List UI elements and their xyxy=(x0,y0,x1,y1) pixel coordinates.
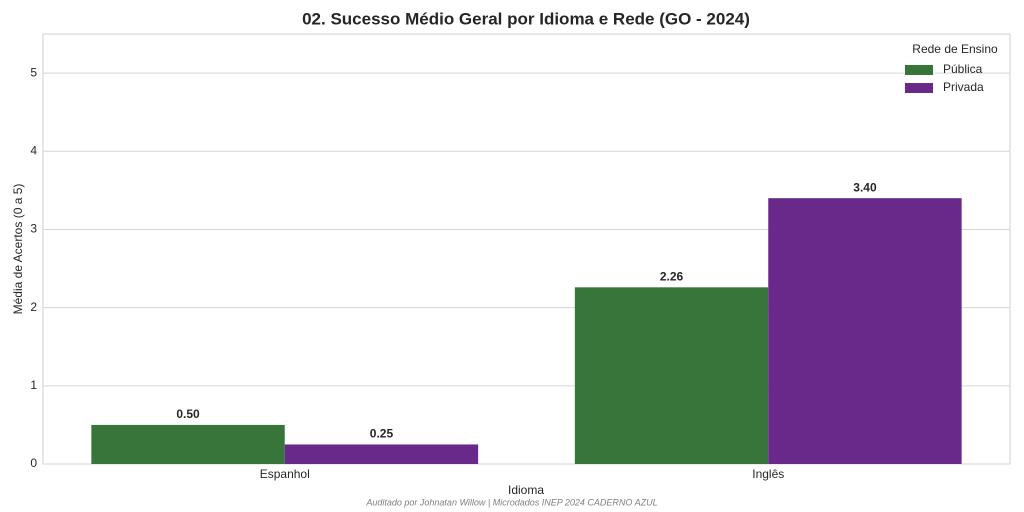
y-tick-label: 2 xyxy=(30,300,37,314)
legend-label: Pública xyxy=(943,62,983,76)
x-axis-label: Idioma xyxy=(508,483,544,497)
legend-swatch xyxy=(905,65,933,75)
chart-title: 02. Sucesso Médio Geral por Idioma e Red… xyxy=(302,9,750,28)
y-tick-label: 0 xyxy=(30,456,37,470)
bar xyxy=(574,287,769,464)
legend-label: Privada xyxy=(943,80,984,94)
bar xyxy=(91,424,285,464)
y-axis-label: Média de Acertos (0 a 5) xyxy=(11,184,25,315)
bar xyxy=(284,444,479,464)
legend-title: Rede de Ensino xyxy=(912,42,998,56)
x-tick-label: Espanhol xyxy=(260,467,310,481)
y-tick-label: 4 xyxy=(30,143,37,157)
y-tick-label: 5 xyxy=(30,65,37,79)
value-label: 3.40 xyxy=(853,180,877,194)
x-tick-label: Inglês xyxy=(752,467,784,481)
value-label: 0.25 xyxy=(370,427,394,441)
value-label: 0.50 xyxy=(176,407,200,421)
footer-note: Auditado por Johnatan Willow | Microdado… xyxy=(365,497,657,507)
value-label: 2.26 xyxy=(660,269,684,283)
bar xyxy=(768,198,962,464)
y-tick-label: 3 xyxy=(30,222,37,236)
legend-swatch xyxy=(905,83,933,93)
y-tick-label: 1 xyxy=(30,378,37,392)
